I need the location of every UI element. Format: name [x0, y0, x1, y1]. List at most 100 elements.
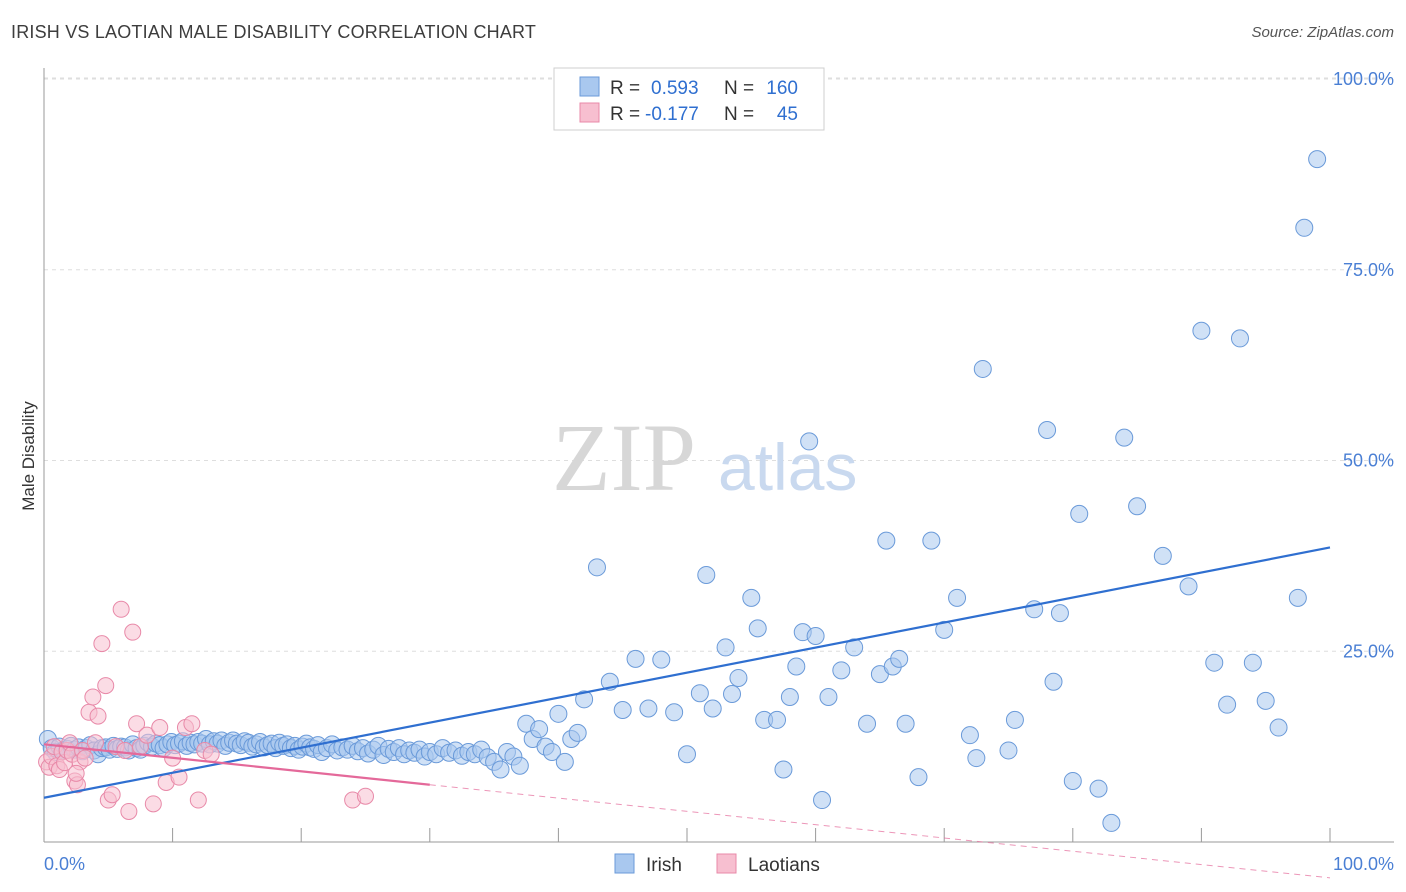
- laotians-point-38: [183, 715, 201, 733]
- irish-point-141: [813, 791, 832, 810]
- x-ticks: [43, 828, 1331, 842]
- irish-point-175: [1230, 329, 1249, 348]
- source-credit: Source: ZipAtlas.com: [1251, 24, 1394, 41]
- irish-point-135: [774, 760, 793, 779]
- y-tick-label-3: 100.0%: [1333, 69, 1394, 89]
- y-tick-label-1: 50.0%: [1343, 451, 1394, 471]
- irish-point-121: [639, 699, 658, 718]
- irish-point-116: [575, 690, 594, 709]
- irish-point-159: [1005, 710, 1024, 729]
- irish-point-165: [1070, 504, 1089, 523]
- laotians-point-19: [89, 707, 107, 725]
- legend-r-label-laotians: R =: [610, 104, 640, 125]
- legend-r-value-laotians: -0.177: [645, 104, 699, 125]
- irish-point-145: [858, 714, 877, 733]
- irish-point-123: [665, 703, 684, 722]
- bottom-legend-swatch-irish: [614, 853, 635, 874]
- irish-point-147: [877, 531, 896, 550]
- grid: [44, 77, 1394, 652]
- x-tick-label-min: 0.0%: [44, 854, 85, 874]
- legend-r-value-irish: 0.593: [651, 78, 699, 99]
- laotians-point-26: [116, 741, 134, 759]
- bottom-legend-swatch-laotians: [716, 853, 737, 874]
- irish-point-179: [1288, 588, 1307, 607]
- series-laotians: [38, 600, 374, 820]
- irish-point-167: [1102, 813, 1121, 832]
- irish-point-119: [613, 701, 632, 720]
- irish-point-143: [832, 661, 851, 680]
- irish-point-120: [626, 649, 645, 668]
- irish-point-178: [1269, 718, 1288, 737]
- legend-n-value-irish: 160: [766, 78, 798, 99]
- laotians-point-39: [189, 791, 207, 809]
- trendline-irish: [43, 546, 1331, 799]
- irish-point-174: [1218, 695, 1237, 714]
- laotians-point-15: [76, 749, 94, 767]
- irish-point-130: [729, 668, 748, 687]
- irish-point-128: [716, 638, 735, 657]
- laotians-point-21: [97, 677, 115, 695]
- irish-point-117: [587, 558, 606, 577]
- irish-point-166: [1089, 779, 1108, 798]
- irish-point-177: [1256, 691, 1275, 710]
- irish-point-122: [652, 650, 671, 669]
- laotians-point-32: [144, 795, 162, 813]
- irish-point-172: [1192, 321, 1211, 340]
- irish-point-142: [819, 688, 838, 707]
- irish-point-161: [1038, 420, 1057, 439]
- legend-box: R = 0.593 N = 160 R = -0.177 N = 45: [553, 67, 825, 131]
- irish-point-137: [787, 657, 806, 676]
- irish-point-164: [1063, 771, 1082, 790]
- irish-point-181: [1308, 150, 1327, 169]
- irish-point-111: [542, 742, 561, 761]
- irish-point-132: [748, 619, 767, 638]
- irish-point-136: [780, 688, 799, 707]
- irish-point-125: [690, 684, 709, 703]
- bottom-legend-label-laotians: Laotians: [748, 855, 820, 876]
- trend-layer: [43, 546, 1331, 879]
- irish-point-180: [1295, 218, 1314, 237]
- legend-r-label-irish: R =: [610, 78, 640, 99]
- legend-n-label-irish: N =: [724, 78, 754, 99]
- laotians-point-27: [120, 802, 138, 820]
- irish-point-169: [1128, 497, 1147, 516]
- y-tick-labels: 25.0% 50.0% 75.0% 100.0%: [1333, 69, 1394, 661]
- legend-swatch-irish: [579, 76, 600, 97]
- watermark-zip: ZIP: [552, 404, 696, 511]
- laotians-point-44: [67, 764, 85, 782]
- laotians-point-33: [151, 719, 169, 737]
- irish-point-131: [742, 588, 761, 607]
- irish-point-171: [1179, 577, 1198, 596]
- chart-title: IRISH VS LAOTIAN MALE DISABILITY CORRELA…: [11, 22, 537, 42]
- irish-point-163: [1050, 604, 1069, 623]
- laotians-point-43: [357, 787, 374, 805]
- irish-point-124: [678, 745, 696, 764]
- irish-point-170: [1153, 546, 1172, 565]
- irish-point-153: [935, 620, 954, 639]
- irish-point-115: [568, 723, 587, 742]
- legend-n-value-laotians: 45: [777, 104, 798, 125]
- irish-point-144: [845, 638, 864, 657]
- irish-point-149: [890, 649, 909, 668]
- irish-point-168: [1115, 428, 1134, 447]
- laotians-point-17: [84, 688, 102, 706]
- irish-point-154: [948, 588, 967, 607]
- irish-point-109: [530, 720, 549, 739]
- irish-point-155: [960, 726, 979, 745]
- irish-point-156: [967, 749, 986, 768]
- trendline-laotians: [43, 743, 430, 786]
- bottom-legend-label-irish: Irish: [646, 855, 682, 876]
- laotians-point-23: [103, 786, 121, 804]
- irish-point-151: [909, 768, 928, 787]
- laotians-point-28: [124, 623, 142, 641]
- watermark-atlas: atlas: [718, 430, 857, 504]
- irish-point-129: [723, 684, 742, 703]
- laotians-point-41: [202, 745, 220, 763]
- y-tick-label-0: 25.0%: [1343, 641, 1394, 661]
- laotians-point-29: [128, 715, 146, 733]
- irish-point-112: [549, 704, 568, 723]
- irish-point-162: [1044, 672, 1063, 691]
- legend-swatch-laotians: [579, 102, 600, 123]
- irish-point-106: [510, 756, 529, 775]
